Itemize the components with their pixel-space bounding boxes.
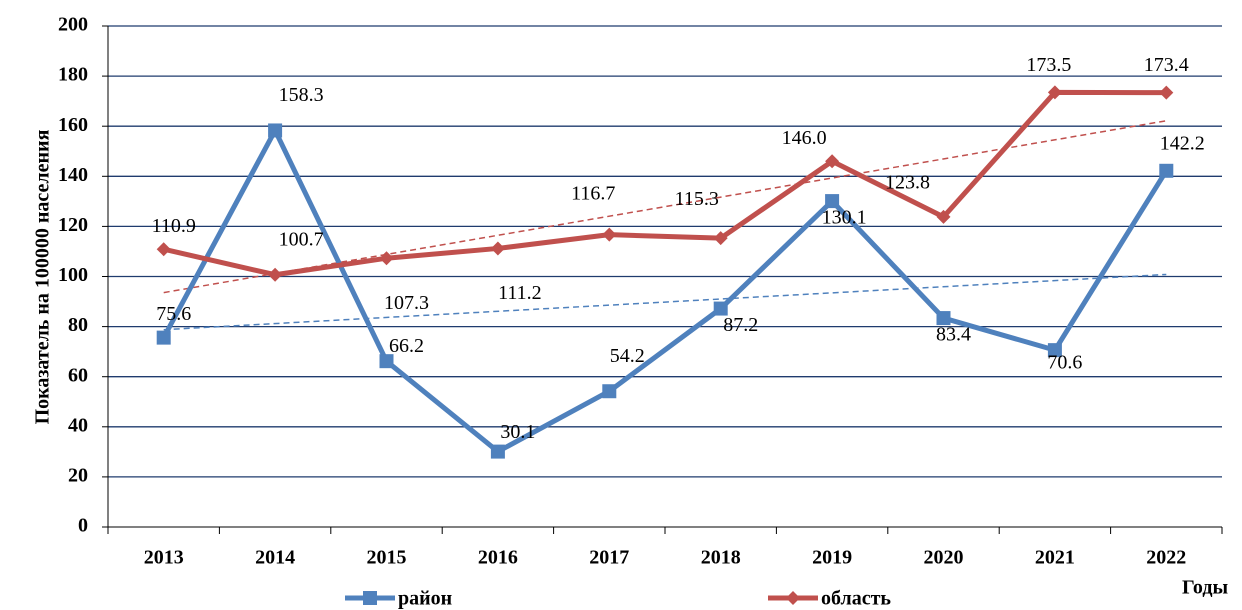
data-label: 110.9 [152,215,196,237]
data-label: 100.7 [279,228,324,250]
legend-label: район [398,588,452,610]
y-tick-label: 200 [58,14,88,36]
y-tick-label: 20 [68,464,88,486]
data-point [379,354,394,369]
x-tick-label: 2014 [255,547,295,569]
data-label: 115.3 [675,188,719,210]
y-tick-label: 140 [58,164,88,186]
data-point [1159,163,1174,178]
legend-marker [786,591,800,605]
data-point [490,241,505,256]
data-label: 116.7 [571,182,615,204]
x-tick-label: 2017 [589,547,629,569]
y-tick-label: 60 [68,364,88,386]
data-point [156,242,171,257]
data-point [1047,85,1062,100]
data-point [936,209,951,224]
legend-item: область [768,588,891,610]
data-point [936,311,951,326]
data-label: 75.6 [156,303,191,325]
y-tick-label: 80 [68,314,88,336]
data-label: 87.2 [723,314,758,336]
x-tick-label: 2018 [701,547,741,569]
series-line [163,89,1167,278]
y-tick-label: 100 [58,264,88,286]
data-point [713,231,728,246]
data-point [379,251,394,266]
data-label: 173.5 [1026,54,1071,76]
data-point [156,330,171,345]
y-axis-label: Показатель на 100000 населения [32,129,54,424]
x-axis-label: Годы [1182,577,1229,599]
data-point [602,384,617,399]
data-label: 173.4 [1144,54,1189,76]
x-tick-label: 2022 [1146,547,1186,569]
x-tick-label: 2019 [812,547,852,569]
data-label: 142.2 [1160,132,1205,154]
data-label: 130.1 [822,207,867,229]
legend-item: район [345,588,452,610]
data-point [825,194,840,209]
y-tick-label: 180 [58,64,88,86]
x-tick-label: 2013 [144,547,184,569]
legend-marker [363,591,377,605]
trend-line [163,273,1167,331]
x-tick-label: 2020 [924,547,964,569]
data-label: 158.3 [279,84,324,106]
legend-label: область [821,588,891,610]
data-point [490,444,505,459]
data-label: 107.3 [384,292,429,314]
data-label: 146.0 [782,127,827,149]
y-tick-label: 40 [68,414,88,436]
data-point [825,154,840,169]
data-point [268,267,283,282]
x-tick-label: 2015 [367,547,407,569]
y-tick-label: 0 [78,515,88,537]
data-label: 111.2 [498,282,542,304]
data-label: 83.4 [936,324,971,346]
data-label: 70.6 [1047,352,1082,374]
data-label: 54.2 [610,345,645,367]
x-tick-label: 2016 [478,547,518,569]
data-point [268,123,283,138]
data-label: 123.8 [885,171,930,193]
data-point [1047,343,1062,358]
data-label: 66.2 [389,335,424,357]
x-tick-label: 2021 [1035,547,1075,569]
data-point [1159,85,1174,100]
data-point [713,301,728,316]
series-line [161,127,1169,455]
data-point [602,227,617,242]
y-tick-label: 160 [58,114,88,136]
data-label: 30.1 [500,421,535,443]
y-tick-label: 120 [58,214,88,236]
